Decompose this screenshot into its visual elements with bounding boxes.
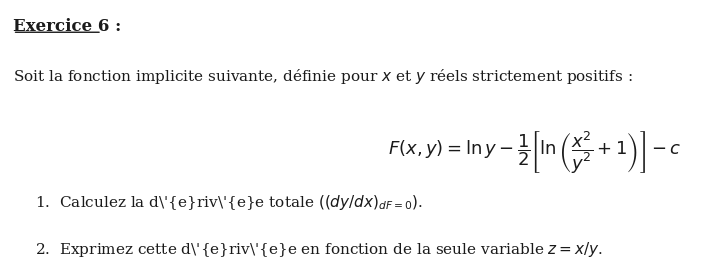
Text: 2.  Exprimez cette d\'{e}riv\'{e}e en fonction de la seule variable $z = x/y$.: 2. Exprimez cette d\'{e}riv\'{e}e en fon…	[35, 240, 603, 258]
Text: Soit la fonction implicite suivante, définie pour $x$ et $y$ réels strictement p: Soit la fonction implicite suivante, déf…	[13, 67, 632, 86]
Text: $F(x, y) = \ln y - \dfrac{1}{2} \left[ \ln \left( \dfrac{x^2}{y^2} + 1 \right) \: $F(x, y) = \ln y - \dfrac{1}{2} \left[ \…	[388, 129, 682, 175]
Text: Exercice 6 :: Exercice 6 :	[13, 18, 121, 35]
Text: 1.  Calculez la d\'{e}riv\'{e}e totale $\left((dy/dx)_{dF=0}\right)$.: 1. Calculez la d\'{e}riv\'{e}e totale $\…	[35, 194, 423, 213]
